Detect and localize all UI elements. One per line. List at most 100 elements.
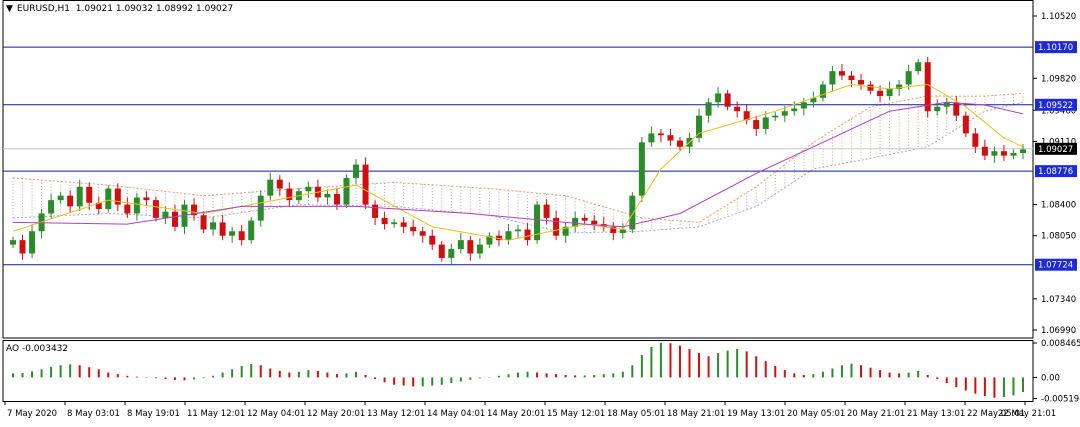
candle-bear bbox=[67, 195, 74, 207]
candle-bull bbox=[991, 151, 998, 156]
candle-bear bbox=[410, 226, 417, 232]
ao-tick-label: 0.00 bbox=[1041, 373, 1060, 383]
ao-frame bbox=[2, 340, 1034, 402]
time-tick-label: 8 May 03:01 bbox=[67, 409, 120, 419]
level-tag bbox=[1035, 165, 1077, 178]
candle-bear bbox=[867, 84, 874, 91]
level-tag bbox=[1035, 258, 1077, 271]
price-tick-label: 1.06990 bbox=[1041, 326, 1076, 336]
candle-bull bbox=[819, 84, 826, 98]
candle-bear bbox=[667, 135, 674, 141]
candle-bear bbox=[419, 231, 426, 236]
candle-bear bbox=[1000, 151, 1007, 156]
candles bbox=[10, 56, 1026, 265]
candle-bull bbox=[829, 71, 836, 85]
candle-bear bbox=[429, 235, 436, 245]
candle-bear bbox=[953, 102, 960, 116]
candle-bear bbox=[524, 229, 531, 241]
candle-bull bbox=[105, 188, 112, 210]
candle-bull bbox=[267, 179, 274, 196]
ao-indicator-label: AO -0.003432 bbox=[6, 344, 69, 354]
cloud-lower-line bbox=[12, 101, 1024, 234]
time-tick-label: 18 May 05:01 bbox=[607, 409, 665, 419]
level-tag-label: 1.07724 bbox=[1038, 261, 1073, 271]
candle-bull bbox=[638, 142, 645, 196]
candle-bear bbox=[114, 188, 121, 205]
candle-bull bbox=[886, 88, 893, 97]
candle-bear bbox=[877, 90, 884, 97]
candle-bull bbox=[448, 249, 455, 258]
candle-bull bbox=[391, 222, 398, 225]
time-tick-label: 12 May 04:01 bbox=[247, 409, 305, 419]
candle-bull bbox=[229, 231, 236, 236]
main-frame bbox=[2, 0, 1034, 339]
level-tag-label: 1.09522 bbox=[1038, 101, 1073, 111]
level-tag bbox=[1035, 41, 1077, 54]
candle-bull bbox=[534, 204, 541, 241]
candle-bull bbox=[76, 186, 83, 207]
candle-bull bbox=[324, 193, 331, 198]
price-axis: 1.10520 1.09820 1.09460 1.09110 1.08400 1.080… bbox=[1033, 12, 1076, 336]
candle-bear bbox=[543, 204, 550, 218]
candle-bear bbox=[924, 62, 931, 112]
ao-histogram bbox=[12, 342, 1024, 398]
time-tick-label: 21 May 13:01 bbox=[907, 409, 965, 419]
candle-bear bbox=[676, 140, 683, 147]
price-tick-label: 1.07340 bbox=[1041, 295, 1076, 305]
time-tick-label: 14 May 04:01 bbox=[427, 409, 485, 419]
candle-bear bbox=[238, 231, 245, 241]
current-price-tag bbox=[1035, 142, 1077, 155]
candle-bear bbox=[438, 244, 445, 258]
candle-bear bbox=[962, 115, 969, 134]
candle-bull bbox=[629, 195, 636, 230]
time-tick-label: 13 May 12:01 bbox=[367, 409, 425, 419]
ao-tick-label: 0.008465 bbox=[1041, 339, 1080, 349]
candle-bear bbox=[591, 220, 598, 225]
candle-bull bbox=[705, 102, 712, 116]
candle-bull bbox=[29, 231, 36, 254]
candle-bull bbox=[353, 164, 360, 178]
time-tick-label: 11 May 12:01 bbox=[187, 409, 245, 419]
candle-bull bbox=[515, 229, 521, 232]
candle-bear bbox=[610, 226, 617, 234]
candle-bear bbox=[19, 240, 26, 254]
candle-bull bbox=[476, 244, 483, 254]
candle-bear bbox=[372, 204, 379, 218]
candle-bull bbox=[696, 115, 703, 138]
candle-bear bbox=[191, 204, 198, 216]
candle-bull bbox=[457, 240, 464, 250]
candle-bear bbox=[581, 217, 588, 221]
candle-bull bbox=[257, 195, 264, 221]
time-tick-label: 8 May 19:01 bbox=[127, 409, 180, 419]
level-tag-label: 1.08776 bbox=[1038, 167, 1073, 177]
price-tick-label: 1.10520 bbox=[1041, 12, 1076, 22]
candle-bull bbox=[934, 106, 941, 112]
collapse-triangle-icon[interactable]: ▼ bbox=[6, 4, 13, 14]
time-tick-label: 14 May 20:01 bbox=[487, 409, 545, 419]
candle-bull bbox=[562, 226, 569, 236]
candle-bull bbox=[943, 102, 950, 107]
time-tick-label: 19 May 13:01 bbox=[727, 409, 785, 419]
candle-bear bbox=[333, 193, 340, 205]
candle-bear bbox=[200, 215, 207, 230]
candle-bear bbox=[657, 133, 664, 136]
candle-bear bbox=[743, 111, 750, 121]
candle-bear bbox=[286, 188, 293, 201]
candle-bull bbox=[915, 62, 922, 72]
candle-bear bbox=[495, 235, 502, 241]
candle-bear bbox=[143, 197, 150, 201]
candle-bull bbox=[1020, 149, 1026, 153]
candle-bull bbox=[905, 71, 912, 85]
candle-bear bbox=[381, 217, 388, 225]
level-tags: 1.10170 1.09522 1.08776 1.07724 bbox=[1035, 41, 1077, 271]
slow-ma-line bbox=[12, 101, 1024, 228]
level-tag bbox=[1035, 98, 1077, 111]
candle-bull bbox=[505, 231, 512, 241]
candle-bull bbox=[210, 222, 217, 230]
symbol-label: EURUSD,H1 bbox=[16, 4, 71, 14]
time-axis: 7 May 2020 8 May 03:01 8 May 19:01 11 May 1… bbox=[4, 401, 1056, 419]
candle-bear bbox=[362, 164, 369, 205]
candle-bear bbox=[95, 202, 102, 210]
